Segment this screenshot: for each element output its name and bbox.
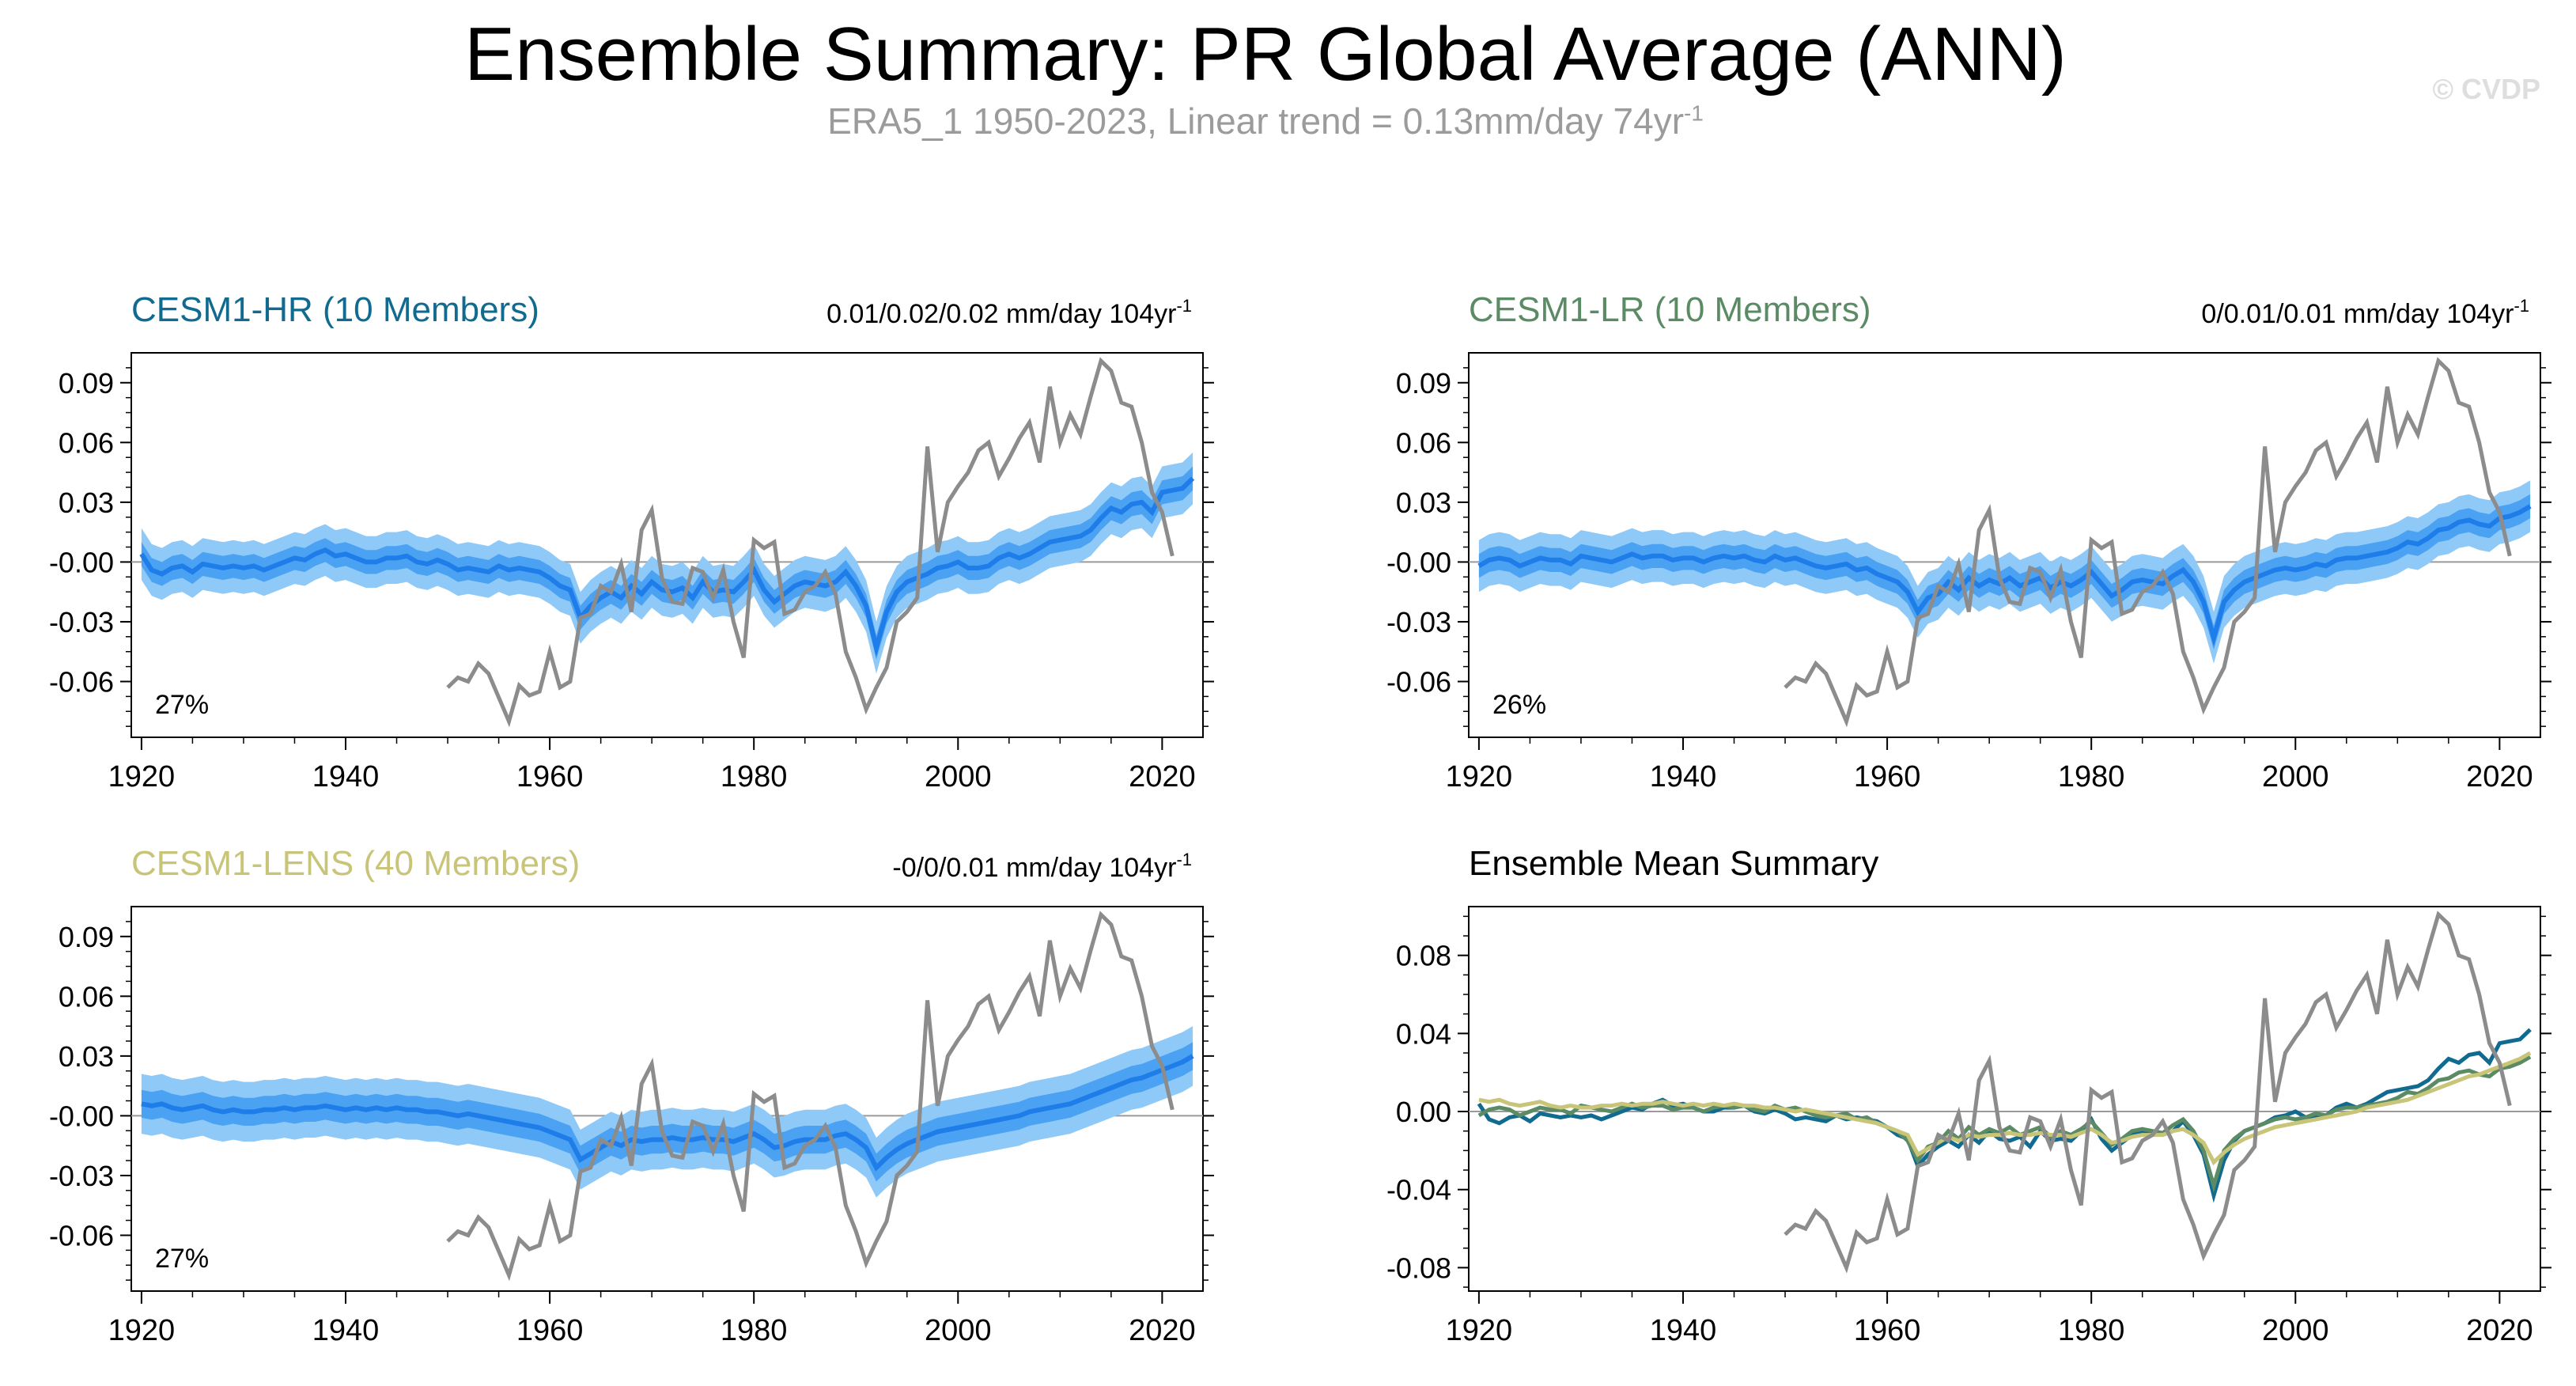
x-tick-label: 1980 [721, 1314, 788, 1347]
x-tick-label: 1960 [1854, 760, 1921, 793]
y-tick-label: -0.03 [1386, 606, 1451, 638]
x-tick-label: 2020 [1129, 760, 1196, 793]
y-tick-label: 0.09 [1396, 367, 1451, 400]
y-tick-label: -0.03 [49, 1160, 114, 1192]
x-tick-label: 1920 [108, 760, 176, 793]
obs-line [446, 357, 1175, 728]
y-tick-label: -0.00 [49, 1100, 114, 1132]
obs-line [1784, 911, 2512, 1274]
y-tick-label: -0.03 [49, 606, 114, 638]
y-tick-label: -0.00 [49, 546, 114, 578]
obs-line [1784, 357, 2512, 728]
summary-line-hr [1477, 1028, 2532, 1203]
percent-label: 27% [155, 1244, 209, 1274]
x-tick-label: 2020 [2466, 1314, 2533, 1347]
trend-exponent: -1 [2514, 296, 2529, 316]
y-tick-label: -0.08 [1386, 1252, 1451, 1284]
trend-label: 0.01/0.02/0.02 mm/day 104yr-1 [827, 296, 1192, 329]
x-tick-label: 1920 [108, 1314, 176, 1347]
y-tick-label: 0.09 [59, 367, 114, 400]
panel-title: CESM1-LR (10 Members) [1469, 290, 1871, 329]
y-tick-label: 0.00 [1396, 1096, 1451, 1128]
y-tick-label: 0.03 [1396, 487, 1451, 519]
x-tick-label: 2000 [2262, 1314, 2329, 1347]
x-tick-label: 2000 [925, 1314, 992, 1347]
panel-hr: CESM1-HR (10 Members) 0.01/0.02/0.02 mm/d… [49, 290, 1214, 793]
y-tick-label: 0.04 [1396, 1017, 1451, 1050]
x-tick-label: 1980 [2058, 1314, 2125, 1347]
panel-lens: CESM1-LENS (40 Members) -0/0/0.01 mm/day … [49, 844, 1214, 1347]
panel-lr: CESM1-LR (10 Members) 0/0.01/0.01 mm/day … [1386, 290, 2551, 793]
subtitle-exponent: -1 [1684, 100, 1704, 126]
y-tick-label: 0.06 [59, 426, 114, 459]
x-tick-label: 1940 [312, 1314, 380, 1347]
x-tick-label: 1960 [1854, 1314, 1921, 1347]
x-tick-label: 1960 [516, 1314, 584, 1347]
x-tick-label: 1980 [2058, 760, 2125, 793]
trend-exponent: -1 [1176, 850, 1192, 869]
figure-subtitle: ERA5_1 1950-2023, Linear trend = 0.13mm/… [0, 100, 2531, 142]
trend-label: -0/0/0.01 mm/day 104yr-1 [892, 850, 1192, 883]
panel-title: Ensemble Mean Summary [1469, 844, 1878, 883]
y-tick-label: 0.09 [59, 921, 114, 953]
y-tick-label: -0.06 [49, 665, 114, 698]
trend-label: 0/0.01/0.01 mm/day 104yr-1 [2201, 296, 2529, 329]
ensemble-spread-inner [141, 466, 1193, 660]
x-tick-label: 1980 [721, 760, 788, 793]
percent-label: 26% [1492, 690, 1546, 720]
x-tick-label: 2020 [2466, 760, 2533, 793]
ensemble-spread-outer [141, 1026, 1193, 1198]
y-tick-label: 0.03 [59, 487, 114, 519]
obs-line [446, 911, 1175, 1282]
ensemble-mean-line [1477, 504, 2532, 647]
cvdp-watermark: © CVDP [2432, 73, 2540, 105]
y-tick-label: -0.00 [1386, 546, 1451, 578]
y-tick-label: 0.03 [59, 1040, 114, 1073]
panel-title: CESM1-HR (10 Members) [131, 290, 539, 329]
summary-line-lr [1477, 1055, 2532, 1193]
subtitle-text: ERA5_1 1950-2023, Linear trend = 0.13mm/… [827, 100, 1685, 142]
y-tick-label: -0.06 [49, 1219, 114, 1252]
figure-title: Ensemble Summary: PR Global Average (ANN… [464, 12, 2067, 97]
ensemble-spread-inner [141, 1042, 1193, 1182]
x-tick-label: 1960 [516, 760, 584, 793]
x-tick-label: 1940 [1650, 760, 1717, 793]
x-tick-label: 1940 [1650, 1314, 1717, 1347]
panel-summary: Ensemble Mean Summary 0.08 0.04 0.00 -0.04 -0… [1386, 844, 2551, 1347]
x-tick-label: 1920 [1446, 1314, 1513, 1347]
ensemble-spread-inner [1478, 494, 2531, 650]
y-tick-label: -0.06 [1386, 665, 1451, 698]
panel-title: CESM1-LENS (40 Members) [131, 844, 580, 883]
x-tick-label: 2000 [925, 760, 992, 793]
plot-frame [131, 352, 1204, 738]
plot-frame [131, 906, 1204, 1292]
x-tick-label: 2000 [2262, 760, 2329, 793]
y-tick-label: 0.06 [59, 980, 114, 1013]
plot-frame [1468, 906, 2541, 1292]
trend-exponent: -1 [1176, 296, 1192, 316]
percent-label: 27% [155, 690, 209, 720]
x-tick-label: 2020 [1129, 1314, 1196, 1347]
y-tick-label: 0.08 [1396, 940, 1451, 972]
y-tick-label: -0.04 [1386, 1174, 1451, 1206]
plot-frame [1468, 352, 2541, 738]
x-tick-label: 1940 [312, 760, 380, 793]
x-tick-label: 1920 [1446, 760, 1513, 793]
y-tick-label: 0.06 [1396, 426, 1451, 459]
